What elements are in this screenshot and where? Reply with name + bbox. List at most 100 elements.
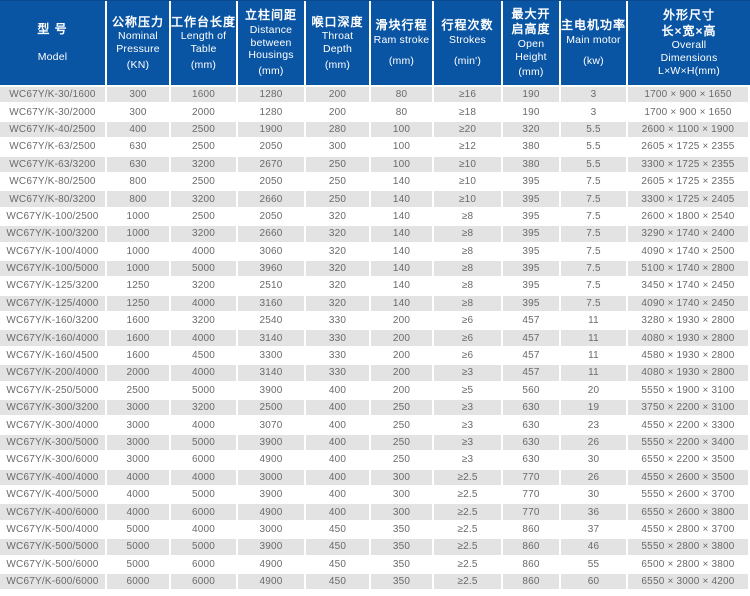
cell-table-length: 1600 <box>171 87 236 103</box>
cell-model: WC67Y/K-100/2500 <box>0 208 105 225</box>
cell-main-motor: 7.5 <box>561 173 626 190</box>
table-body: WC67Y/K-30/1600 300 1600 1280 200 80 ≥16 190 3 17… <box>0 87 750 590</box>
cell-strokes: ≥20 <box>434 121 501 138</box>
cell-nominal-pressure: 5000 <box>107 521 169 538</box>
column-header-en-line: Table <box>190 42 217 55</box>
cell-housing-distance: 3160 <box>238 295 304 312</box>
cell-main-motor: 11 <box>561 313 626 329</box>
cell-ram-stroke: 250 <box>371 400 432 416</box>
column-header-en-line: Length of <box>180 30 227 43</box>
cell-main-motor: 11 <box>561 347 626 364</box>
column-header-en-line: between <box>250 36 292 49</box>
cell-ram-stroke: 140 <box>371 208 432 225</box>
cell-throat-depth: 450 <box>306 556 369 572</box>
cell-housing-distance: 2050 <box>238 139 304 155</box>
cell-throat-depth: 400 <box>306 400 369 416</box>
column-header-en-line: (mm) <box>324 58 351 71</box>
cell-overall-dimensions: 5550 × 2200 × 3400 <box>628 434 748 451</box>
cell-main-motor: 5.5 <box>561 121 626 138</box>
column-header-main-motor: 主电机功率 Main motor (kw) <box>561 1 626 85</box>
cell-nominal-pressure: 4000 <box>107 486 169 503</box>
table-row: WC67Y/K-250/5000 2500 5000 3900 400 200 ≥5 560 2… <box>0 382 750 399</box>
cell-throat-depth: 300 <box>306 139 369 155</box>
cell-open-height: 560 <box>503 382 559 399</box>
cell-housing-distance: 1280 <box>238 104 304 120</box>
cell-overall-dimensions: 4090 × 1740 × 2450 <box>628 295 748 312</box>
cell-open-height: 395 <box>503 243 559 259</box>
cell-throat-depth: 250 <box>306 173 369 190</box>
table-row: WC67Y/K-400/6000 4000 6000 4900 400 300 ≥2.5 77… <box>0 504 750 520</box>
column-header-zh-line: 最大开 <box>511 6 551 21</box>
column-header-overall-dimensions: 外形尺寸 长×宽×高 Overall Dimensions L×W×H(mm) <box>628 1 750 85</box>
cell-table-length: 6000 <box>171 452 236 468</box>
cell-strokes: ≥2.5 <box>434 573 501 590</box>
cell-model: WC67Y/K-300/4000 <box>0 417 105 433</box>
cell-main-motor: 11 <box>561 365 626 381</box>
cell-model: WC67Y/K-30/1600 <box>0 87 105 103</box>
table-row: WC67Y/K-30/1600 300 1600 1280 200 80 ≥16 190 3 17… <box>0 87 750 103</box>
cell-strokes: ≥5 <box>434 382 501 399</box>
cell-nominal-pressure: 3000 <box>107 417 169 433</box>
column-header-zh-line: 主电机功率 <box>561 18 627 33</box>
cell-main-motor: 5.5 <box>561 139 626 155</box>
cell-main-motor: 26 <box>561 434 626 451</box>
cell-strokes: ≥8 <box>434 278 501 294</box>
cell-housing-distance: 3070 <box>238 417 304 433</box>
cell-throat-depth: 250 <box>306 191 369 207</box>
cell-model: WC67Y/K-63/3200 <box>0 156 105 172</box>
cell-throat-depth: 330 <box>306 330 369 346</box>
table-row: WC67Y/K-30/2000 300 2000 1280 200 80 ≥18 190 3 17… <box>0 104 750 120</box>
cell-model: WC67Y/K-400/5000 <box>0 486 105 503</box>
cell-throat-depth: 400 <box>306 486 369 503</box>
cell-main-motor: 19 <box>561 400 626 416</box>
cell-strokes: ≥3 <box>434 417 501 433</box>
cell-main-motor: 5.5 <box>561 156 626 172</box>
table-row: WC67Y/K-125/3200 1250 3200 2510 320 140 ≥8 395 7… <box>0 278 750 294</box>
cell-open-height: 457 <box>503 313 559 329</box>
cell-main-motor: 7.5 <box>561 278 626 294</box>
cell-throat-depth: 320 <box>306 295 369 312</box>
cell-table-length: 3200 <box>171 156 236 172</box>
cell-table-length: 6000 <box>171 573 236 590</box>
cell-table-length: 4000 <box>171 417 236 433</box>
cell-ram-stroke: 250 <box>371 434 432 451</box>
cell-ram-stroke: 140 <box>371 226 432 242</box>
cell-throat-depth: 320 <box>306 278 369 294</box>
cell-housing-distance: 3900 <box>238 434 304 451</box>
cell-strokes: ≥3 <box>434 452 501 468</box>
cell-table-length: 2000 <box>171 104 236 120</box>
header-row: 型 号 Model 公称压力 Nominal Pressure (KN) 工作台长度 Leng… <box>0 0 750 85</box>
cell-overall-dimensions: 3450 × 1740 × 2450 <box>628 278 748 294</box>
cell-overall-dimensions: 4090 × 1740 × 2500 <box>628 243 748 259</box>
cell-open-height: 395 <box>503 173 559 190</box>
cell-overall-dimensions: 4550 × 2600 × 3500 <box>628 469 748 485</box>
cell-open-height: 770 <box>503 486 559 503</box>
cell-nominal-pressure: 1000 <box>107 208 169 225</box>
cell-model: WC67Y/K-500/5000 <box>0 539 105 555</box>
column-header-en-line: Overall <box>671 39 707 52</box>
cell-ram-stroke: 300 <box>371 486 432 503</box>
cell-ram-stroke: 350 <box>371 573 432 590</box>
cell-overall-dimensions: 6550 × 2600 × 3800 <box>628 504 748 520</box>
cell-model: WC67Y/K-160/4000 <box>0 330 105 346</box>
cell-open-height: 457 <box>503 330 559 346</box>
cell-main-motor: 23 <box>561 417 626 433</box>
cell-overall-dimensions: 5550 × 1900 × 3100 <box>628 382 748 399</box>
cell-open-height: 457 <box>503 365 559 381</box>
cell-ram-stroke: 200 <box>371 330 432 346</box>
cell-ram-stroke: 80 <box>371 87 432 103</box>
cell-housing-distance: 3000 <box>238 521 304 538</box>
cell-main-motor: 37 <box>561 521 626 538</box>
cell-strokes: ≥18 <box>434 104 501 120</box>
cell-housing-distance: 3900 <box>238 539 304 555</box>
column-header-zh-line: 外形尺寸 <box>662 8 715 23</box>
cell-main-motor: 20 <box>561 382 626 399</box>
cell-open-height: 630 <box>503 434 559 451</box>
cell-model: WC67Y/K-300/3200 <box>0 400 105 416</box>
table-row: WC67Y/K-160/4500 1600 4500 3300 330 200 ≥6 457 1… <box>0 347 750 364</box>
cell-overall-dimensions: 4550 × 2800 × 3700 <box>628 521 748 538</box>
cell-nominal-pressure: 630 <box>107 156 169 172</box>
cell-main-motor: 7.5 <box>561 226 626 242</box>
column-header-en-line: Housings <box>248 49 294 62</box>
column-header-en-line: (min') <box>453 54 482 67</box>
